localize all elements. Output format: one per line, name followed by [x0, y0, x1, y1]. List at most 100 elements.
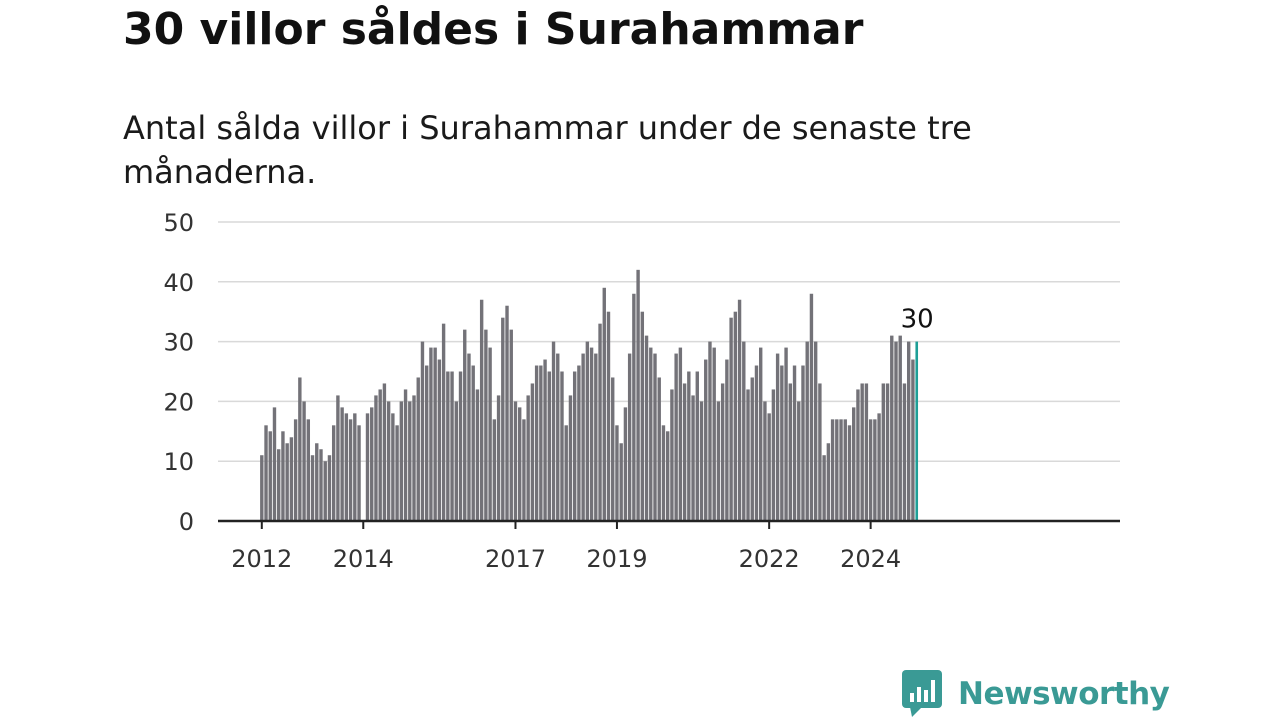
- bar: [564, 425, 568, 521]
- bar: [843, 419, 847, 521]
- bar: [492, 419, 497, 521]
- newsworthy-brand: Newsworthy: [902, 670, 1170, 718]
- bar: [644, 335, 649, 521]
- bar: [285, 443, 289, 521]
- bar: [733, 311, 738, 521]
- bar: [560, 371, 564, 521]
- bar: [526, 395, 530, 521]
- bar: [458, 371, 463, 521]
- bar: [374, 395, 378, 521]
- bar: [331, 425, 336, 521]
- bar: [306, 419, 311, 521]
- bar: [860, 383, 864, 521]
- bar: [598, 323, 602, 521]
- data-label-latest: 30: [901, 305, 934, 335]
- bar: [289, 437, 294, 521]
- bar: [386, 401, 391, 521]
- bar: [885, 383, 890, 521]
- y-tick-label: 20: [163, 388, 194, 416]
- bar: [429, 347, 433, 521]
- bar: [353, 413, 357, 521]
- bar: [792, 365, 797, 521]
- bar: [602, 287, 606, 521]
- bar: [704, 359, 708, 521]
- y-tick-label: 30: [163, 329, 194, 357]
- bar: [906, 341, 911, 521]
- bar: [674, 353, 678, 521]
- bar: [611, 377, 615, 521]
- bar: [818, 383, 822, 521]
- bar: [530, 383, 535, 521]
- bar: [277, 449, 281, 521]
- x-tick-label: 2012: [231, 545, 292, 573]
- x-tick-label: 2024: [840, 545, 901, 573]
- bar: [737, 299, 742, 521]
- bar: [488, 347, 492, 521]
- bar: [742, 341, 746, 521]
- bar: [302, 401, 306, 521]
- bar: [319, 449, 323, 521]
- bar: [784, 347, 788, 521]
- bar: [450, 371, 454, 521]
- bar: [268, 431, 272, 521]
- bar: [653, 353, 657, 521]
- bar: [475, 389, 480, 521]
- bar: [340, 407, 344, 521]
- bar: [403, 389, 408, 521]
- bar: [797, 401, 801, 521]
- bar: [399, 401, 404, 521]
- bar: [513, 401, 518, 521]
- bar: [657, 377, 661, 521]
- bar: [327, 455, 332, 521]
- bar: [809, 293, 814, 521]
- bar: [572, 371, 577, 521]
- chart-title: 30 villor såldes i Surahammar: [123, 4, 864, 55]
- bar: [615, 425, 619, 521]
- bar: [898, 335, 902, 521]
- x-tick-label: 2022: [739, 545, 800, 573]
- bar: [581, 353, 585, 521]
- bar: [370, 407, 374, 521]
- bar: [264, 425, 268, 521]
- bar: [873, 419, 877, 521]
- bar: [463, 329, 467, 521]
- bar: [720, 383, 725, 521]
- x-tick-label: 2019: [586, 545, 647, 573]
- bar: [767, 413, 771, 521]
- bar: [606, 311, 611, 521]
- y-tick-label: 50: [163, 209, 194, 237]
- bar: [746, 389, 750, 521]
- bar: [412, 395, 416, 521]
- bar: [272, 407, 277, 521]
- bar: [649, 347, 653, 521]
- bar: [868, 419, 873, 521]
- x-tick-label: 2017: [485, 545, 546, 573]
- bar: [281, 431, 285, 521]
- bar: [585, 341, 590, 521]
- bar: [437, 359, 442, 521]
- bar: [687, 371, 691, 521]
- bar: [682, 383, 687, 521]
- highlight-bar: [915, 341, 919, 521]
- bar: [864, 383, 869, 521]
- bar: [699, 401, 704, 521]
- bar: [716, 401, 721, 521]
- bar: [518, 407, 522, 521]
- bar: [539, 365, 543, 521]
- bar: [484, 329, 488, 521]
- bar: [594, 353, 598, 521]
- bar: [479, 299, 484, 521]
- bar: [522, 419, 526, 521]
- bar: [627, 353, 632, 521]
- bar: [830, 419, 835, 521]
- bar: [670, 389, 674, 521]
- bar: [852, 407, 856, 521]
- bar: [298, 377, 302, 521]
- bar: [416, 377, 420, 521]
- bar: [496, 395, 501, 521]
- bar: [661, 425, 666, 521]
- bar: [395, 425, 399, 521]
- bar: [763, 401, 767, 521]
- bar: [433, 347, 437, 521]
- bar: [391, 413, 395, 521]
